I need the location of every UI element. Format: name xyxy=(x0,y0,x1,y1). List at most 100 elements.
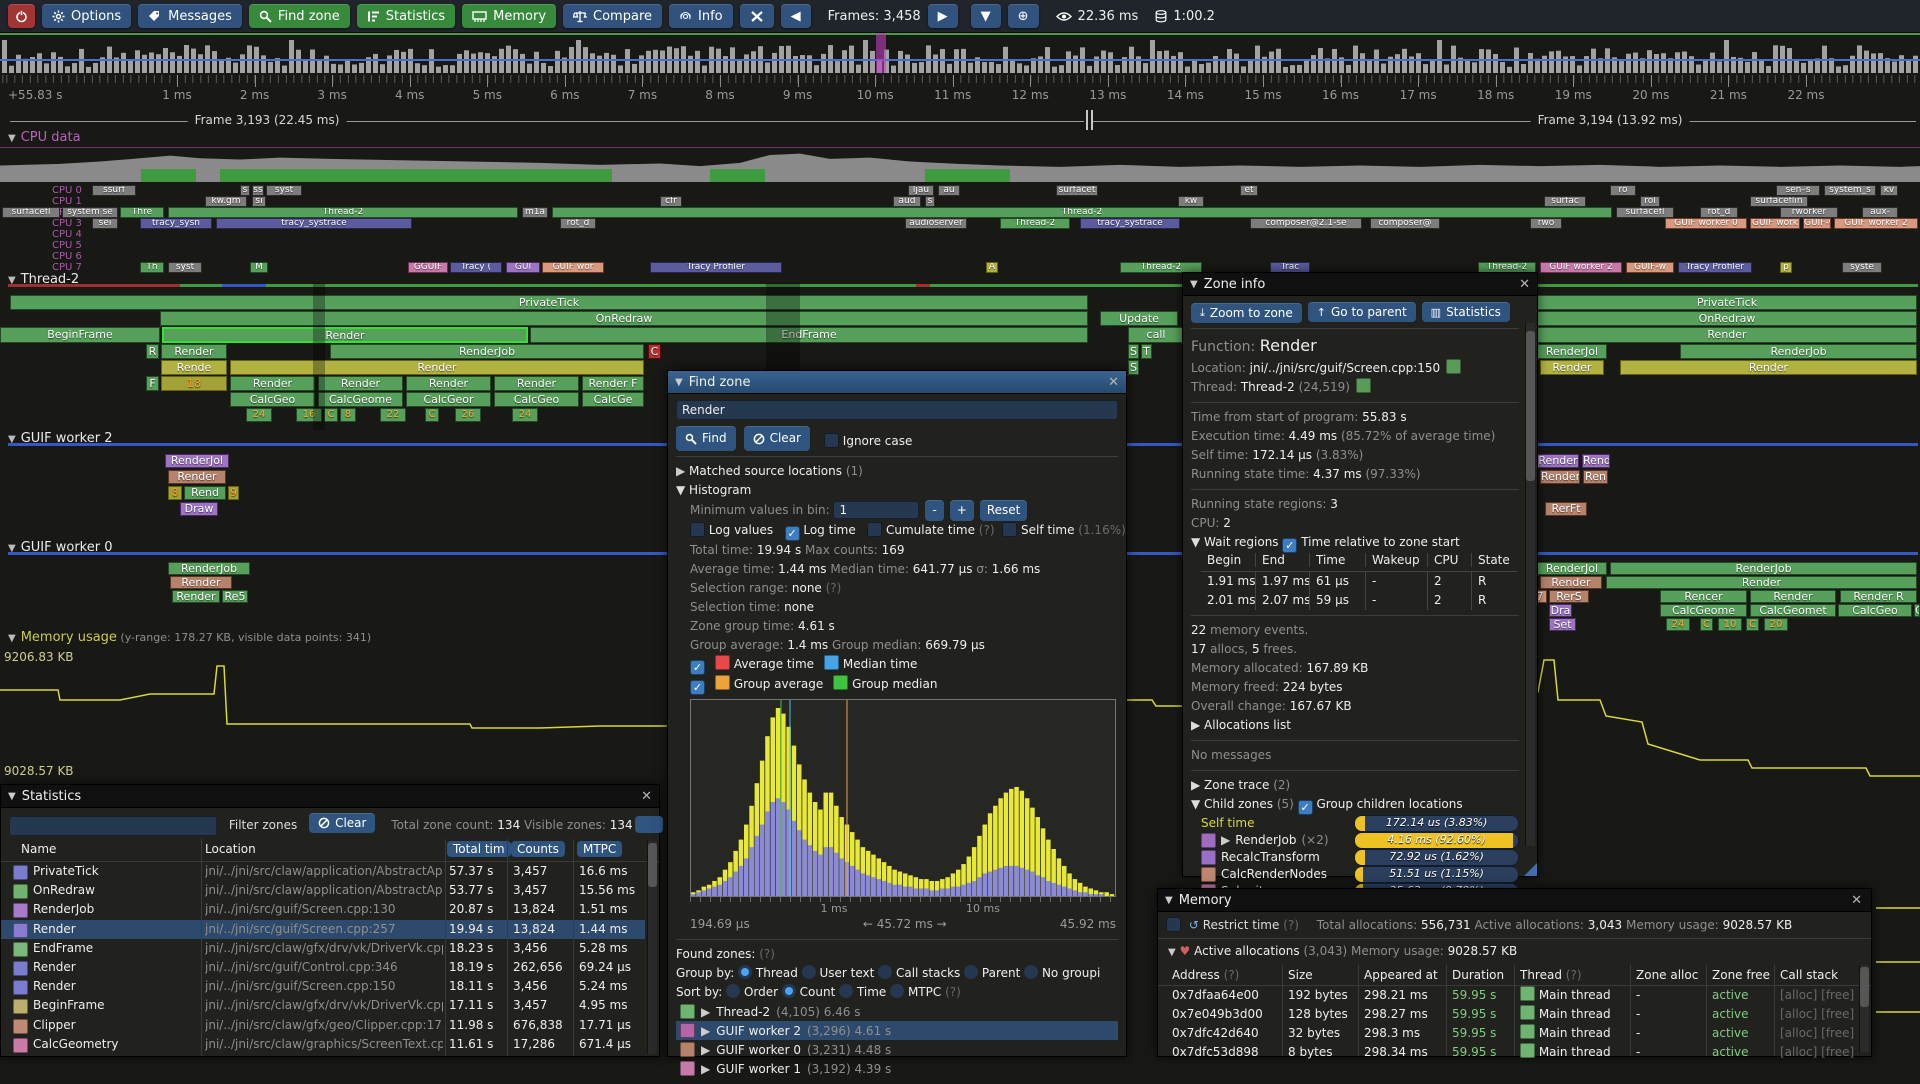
goto-frame-button[interactable]: ⊕ xyxy=(1007,4,1039,28)
cpu-zone[interactable]: rol xyxy=(1640,196,1660,207)
cpu-zone[interactable]: surfac xyxy=(1544,196,1586,207)
zone[interactable]: BeginFrame xyxy=(0,327,160,343)
memory-usage-header[interactable]: ▼ Memory usage (y-range: 178.27 KB, visib… xyxy=(8,630,372,645)
close-icon[interactable]: ✕ xyxy=(1519,276,1530,292)
radio-button[interactable] xyxy=(801,965,816,979)
zone[interactable]: CalcGeomet xyxy=(1750,604,1836,617)
close-icon[interactable]: ✕ xyxy=(1108,374,1119,390)
cpu-zone[interactable]: system_s xyxy=(1824,185,1876,196)
zone[interactable]: Rend xyxy=(184,486,226,500)
cpu-zone[interactable]: ssurf xyxy=(92,185,136,196)
cpu-zone[interactable]: Tracy Profiler xyxy=(1678,262,1752,273)
zone[interactable]: Render xyxy=(170,576,232,589)
find-zone-titlebar[interactable]: ▼ Find zone ✕ xyxy=(668,371,1126,394)
cpu-zone[interactable]: p xyxy=(1780,262,1792,273)
zone[interactable]: Rencer xyxy=(1660,590,1747,603)
cpu-zone[interactable]: rwo xyxy=(1530,218,1562,229)
allocation-row[interactable]: 0x7e049b3d00 128 bytes 298.27 ms 59.95 s Ma… xyxy=(1172,1005,1855,1021)
allocation-row[interactable]: 0x7dfc53d898 8 bytes 298.34 ms 59.95 s Main… xyxy=(1172,1043,1855,1059)
checkbox[interactable]: ✓ xyxy=(1282,537,1298,553)
cpu-zone[interactable]: au xyxy=(938,185,960,196)
cpu-zone[interactable]: kv xyxy=(1880,185,1898,196)
cpu-zone[interactable]: GUIF-w xyxy=(1626,262,1674,273)
cpu-zone[interactable]: composer@2.1-se xyxy=(1250,218,1362,229)
cpu-zone[interactable]: GUIF worker 2 xyxy=(1834,218,1918,229)
column-header[interactable]: Call stack xyxy=(1780,968,1839,982)
cpu-zone[interactable]: GUIF worker 0 xyxy=(1665,218,1747,229)
go-to-parent-button[interactable]: ↑ Go to parent xyxy=(1307,302,1416,322)
zone[interactable]: 16 xyxy=(296,408,322,422)
find-button[interactable]: Find xyxy=(676,426,736,451)
radio-button[interactable] xyxy=(890,984,905,998)
scrollbar-thumb[interactable] xyxy=(1526,331,1535,481)
resize-grip[interactable] xyxy=(1524,863,1537,876)
radio-button[interactable] xyxy=(878,965,893,979)
zone[interactable]: CalcGe xyxy=(582,392,644,407)
next-frame-button[interactable]: ▶ xyxy=(927,4,958,28)
zone-group-row[interactable]: ▶ GUIF worker 2 (3,296) 4.61 s xyxy=(676,1021,1118,1040)
frame-label[interactable]: Frame 3,194 (13.92 ms) xyxy=(1530,113,1690,127)
zone[interactable]: RenderJol xyxy=(165,454,229,468)
close-icon[interactable]: ✕ xyxy=(1851,892,1862,908)
zone[interactable]: RenderJol xyxy=(1537,344,1607,359)
zone[interactable]: EndFrame xyxy=(530,327,1088,343)
child-zone-row[interactable]: RecalcTransform 72.92 us (1.62%) xyxy=(1191,848,1519,866)
zone[interactable]: call xyxy=(1128,327,1184,343)
table-row[interactable]: PrivateTick jni/../jni/src/claw/applicati… xyxy=(1,862,645,881)
cpu-zone[interactable]: kw.gm xyxy=(205,196,247,207)
active-allocations-row[interactable]: ▼ ♥ Active allocations (3,043) Memory us… xyxy=(1168,942,1517,962)
cpu-zone[interactable]: audioserver xyxy=(905,218,967,229)
prev-frame-button[interactable]: ◀ xyxy=(780,4,811,28)
expand-icon[interactable]: ▶ xyxy=(1191,777,1205,792)
zone[interactable]: Render xyxy=(1537,454,1579,468)
memory-titlebar[interactable]: ▼ Memory ✕ xyxy=(1158,889,1871,912)
zone[interactable]: Update xyxy=(1100,311,1178,326)
radio-button[interactable] xyxy=(738,965,753,979)
zone[interactable]: PrivateTick xyxy=(1537,295,1917,310)
zone[interactable]: Draw xyxy=(180,502,218,516)
cpu-zone[interactable]: ro xyxy=(1610,185,1636,196)
memory-button[interactable]: Memory xyxy=(462,4,557,28)
power-button[interactable] xyxy=(8,4,35,28)
restrict-time-checkbox[interactable] xyxy=(1166,917,1181,932)
expand-icon[interactable]: ▶ xyxy=(1191,717,1205,732)
zone[interactable]: RenderJob xyxy=(1680,344,1917,359)
cpu-zone[interactable]: GUIF wor xyxy=(542,262,604,273)
info-button[interactable]: Info xyxy=(669,4,733,28)
allocations-list-label[interactable]: Allocations list xyxy=(1204,717,1291,732)
column-header[interactable]: Zone free xyxy=(1712,968,1771,982)
zone[interactable]: CalcGeo xyxy=(494,392,579,407)
child-zone-row[interactable]: ▶ RenderJob (×2) 4.16 ms (92.60%) xyxy=(1191,831,1519,849)
thread-header[interactable]: ▼ Thread-2 xyxy=(8,272,80,287)
cpu-zone[interactable]: ljau xyxy=(908,185,934,196)
zone[interactable]: Render xyxy=(494,376,579,391)
zone[interactable]: Dra xyxy=(1549,604,1572,617)
zone[interactable]: 10 xyxy=(1718,618,1742,631)
cpu-zone[interactable]: si xyxy=(252,196,266,207)
collapse-icon[interactable]: ▼ xyxy=(675,376,683,388)
zone[interactable]: 24 xyxy=(512,408,538,422)
column-header[interactable]: Thread (?) xyxy=(1520,968,1582,982)
zone[interactable]: Render R xyxy=(1840,590,1917,603)
zone[interactable]: T xyxy=(1141,344,1152,359)
scrollbar-thumb[interactable] xyxy=(1860,967,1869,1007)
cpu-zone[interactable]: syst xyxy=(266,185,302,196)
cpu-zone[interactable]: GUIF work xyxy=(1750,218,1800,229)
thread-header[interactable]: ▼ GUIF worker 0 xyxy=(8,540,113,555)
zone[interactable]: Rend xyxy=(1582,454,1610,468)
cpu-zone[interactable]: s xyxy=(925,196,935,207)
zone[interactable]: 9 xyxy=(228,486,239,500)
cpu-zone[interactable]: A xyxy=(986,262,998,273)
zone-info-titlebar[interactable]: ▼ Zone info ✕ xyxy=(1183,273,1537,296)
allocation-row[interactable]: 0x7dfc42d640 32 bytes 298.3 ms 59.95 s Main… xyxy=(1172,1024,1855,1040)
table-row[interactable]: OnRedraw jni/../jni/src/claw/application/… xyxy=(1,881,645,900)
cpu-zone[interactable]: system se xyxy=(62,207,118,218)
zone[interactable]: C xyxy=(425,408,439,422)
zone[interactable]: Render xyxy=(406,376,491,391)
zone[interactable]: Render xyxy=(1537,327,1917,343)
reset-button[interactable]: Reset xyxy=(979,500,1028,521)
cpu-zone[interactable]: aux- xyxy=(1862,207,1898,218)
zone[interactable]: RenderJol xyxy=(1537,562,1607,575)
tools-button[interactable] xyxy=(739,4,774,28)
zone[interactable]: Render xyxy=(318,376,403,391)
